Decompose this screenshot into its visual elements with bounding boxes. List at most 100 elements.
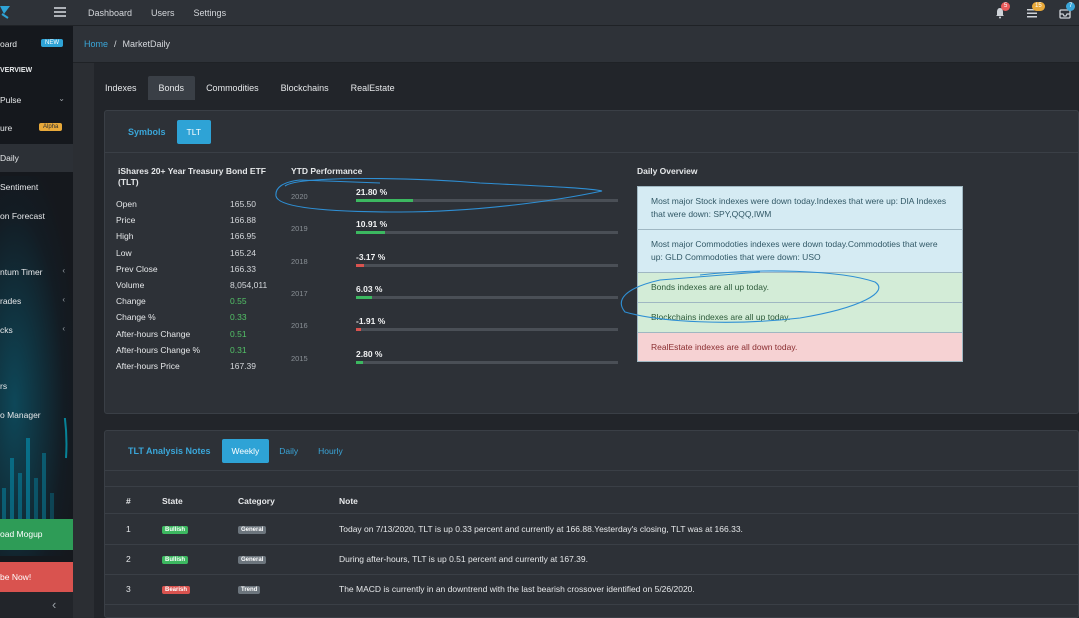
quote-row: Volume 8,054,011 bbox=[116, 280, 272, 296]
notes-table-header: # State Category Note bbox=[105, 486, 1079, 514]
breadcrumb-home[interactable]: Home bbox=[84, 39, 109, 49]
daily-overview-list: Most major Stock indexes were down today… bbox=[637, 186, 963, 362]
ytd-percent: 6.03 % bbox=[356, 283, 383, 294]
quote-value: 0.51 bbox=[230, 328, 247, 339]
sidebar-item-pulse[interactable]: Pulse ⌄ bbox=[0, 94, 65, 105]
quote-row: Change % 0.33 bbox=[116, 312, 272, 328]
tab-indexes[interactable]: Indexes bbox=[105, 83, 137, 93]
ytd-row: 2020 21.80 % bbox=[291, 187, 618, 207]
breadcrumb-current: MarketDaily bbox=[122, 39, 171, 49]
tab-daily[interactable]: Daily bbox=[279, 445, 299, 456]
quote-label: After-hours Change bbox=[116, 328, 191, 339]
top-bar: Dashboard Users Settings 5 15 7 bbox=[0, 0, 1079, 26]
category-badge: Trend bbox=[238, 586, 261, 594]
quote-row: Low 165.24 bbox=[116, 248, 272, 264]
sidebar-background-glow bbox=[0, 176, 73, 556]
quote-row: Prev Close 166.33 bbox=[116, 264, 272, 280]
asset-tabs: Indexes Bonds Commodities Blockchains Re… bbox=[94, 76, 406, 100]
quote-label: Prev Close bbox=[116, 263, 158, 274]
overview-alert-success: Blockchains indexes are all up today. bbox=[637, 303, 963, 333]
sidebar-item-portfolio-manager[interactable]: o Manager bbox=[0, 410, 41, 420]
sidebar-item-users[interactable]: rs bbox=[0, 381, 8, 391]
quote-value: 166.33 bbox=[230, 263, 256, 274]
quote-label: After-hours Price bbox=[116, 361, 180, 371]
ytd-progress-bar bbox=[356, 360, 364, 364]
overview-alert-info: Most major Stock indexes were down today… bbox=[637, 186, 963, 230]
state-badge: Bullish bbox=[162, 526, 189, 534]
tab-realestate[interactable]: RealEstate bbox=[350, 83, 395, 93]
table-row: 2 Bullish General During after-hours, TLT i… bbox=[105, 545, 1079, 575]
overview-alert-info: Most major Commodoties indexes were down… bbox=[637, 230, 963, 273]
category-badge: General bbox=[238, 526, 267, 534]
sidebar-item-dashboard[interactable]: oard NEW bbox=[0, 30, 73, 58]
ytd-percent: -1.91 % bbox=[356, 316, 386, 327]
tab-blockchains[interactable]: Blockchains bbox=[280, 83, 329, 93]
sidebar-item-trades[interactable]: rades ‹ bbox=[0, 295, 65, 306]
state-badge: Bearish bbox=[162, 586, 191, 594]
sidebar-item-sentiment[interactable]: Sentiment bbox=[0, 182, 39, 192]
sidebar-item-stocks[interactable]: cks ‹ bbox=[0, 324, 65, 335]
quote-row: Change 0.55 bbox=[116, 296, 272, 312]
ytd-progress-bar bbox=[356, 231, 385, 235]
hamburger-menu-icon[interactable] bbox=[54, 7, 66, 17]
quote-value: 8,054,011 bbox=[230, 280, 268, 290]
quote-value: 0.55 bbox=[230, 296, 247, 307]
download-app-button[interactable]: oad Mogup bbox=[0, 519, 73, 550]
quote-row: After-hours Change % 0.31 bbox=[116, 345, 272, 361]
col-category: Category bbox=[238, 496, 275, 506]
ytd-year: 2016 bbox=[291, 321, 308, 331]
quote-row: After-hours Change 0.51 bbox=[116, 329, 272, 345]
tab-hourly[interactable]: Hourly bbox=[318, 445, 343, 456]
quote-value: 0.33 bbox=[230, 312, 247, 323]
quote-value: 167.39 bbox=[230, 361, 256, 371]
ytd-progress-track bbox=[356, 231, 618, 235]
symbol-panel-header: Symbols TLT bbox=[105, 111, 1078, 153]
quote-title: iShares 20+ Year Treasury Bond ETF (TLT) bbox=[118, 166, 266, 187]
nav-settings[interactable]: Settings bbox=[193, 8, 227, 18]
sidebar-item-forecast[interactable]: on Forecast bbox=[0, 211, 45, 221]
ytd-progress-track bbox=[356, 199, 618, 202]
overview-alert-success: Bonds indexes are all up today. bbox=[637, 273, 963, 303]
note-text: During after-hours, TLT is up 0.51 perce… bbox=[339, 554, 589, 564]
quote-label: Change % bbox=[116, 312, 156, 323]
ytd-percent: 10.91 % bbox=[356, 219, 388, 230]
symbol-button-tlt[interactable]: TLT bbox=[176, 119, 211, 144]
chevron-down-icon: ⌄ bbox=[58, 94, 65, 103]
overview-alert-danger: RealEstate indexes are all down today. bbox=[637, 333, 963, 362]
note-text: Today on 7/13/2020, TLT is up 0.33 perce… bbox=[339, 524, 743, 534]
col-state: State bbox=[162, 496, 183, 506]
logo-icon[interactable] bbox=[0, 4, 12, 20]
ytd-year: 2018 bbox=[291, 256, 308, 266]
quote-row: High 166.95 bbox=[116, 231, 272, 247]
state-badge: Bullish bbox=[162, 556, 189, 564]
tab-bonds[interactable]: Bonds bbox=[147, 76, 196, 100]
tab-weekly[interactable]: Weekly bbox=[221, 438, 270, 463]
ytd-progress-track bbox=[356, 295, 618, 299]
ytd-row: 2018 -3.17 % bbox=[291, 252, 618, 272]
sidebar-item-daily[interactable]: Daily bbox=[0, 144, 73, 172]
ytd-row: 2017 6.03 % bbox=[291, 284, 618, 304]
row-number: 3 bbox=[126, 584, 131, 594]
ytd-year: 2019 bbox=[291, 224, 308, 234]
ytd-progress-track bbox=[356, 360, 618, 364]
sidebar-item-future[interactable]: ure Alpha bbox=[0, 114, 73, 142]
tab-commodities[interactable]: Commodities bbox=[206, 83, 259, 93]
quote-label: After-hours Change % bbox=[116, 344, 201, 355]
sidebar-item-momentum-timer[interactable]: ntum Timer ‹ bbox=[0, 266, 65, 277]
sidebar-collapse-button[interactable]: ‹ bbox=[0, 592, 73, 618]
ytd-year: 2015 bbox=[291, 353, 308, 363]
nav-dashboard[interactable]: Dashboard bbox=[88, 8, 133, 18]
chevron-left-icon: ‹ bbox=[62, 295, 65, 304]
quote-value: 165.50 bbox=[230, 199, 256, 209]
ytd-progress-bar bbox=[356, 199, 414, 202]
ytd-row: 2019 10.91 % bbox=[291, 219, 618, 239]
list-icon[interactable] bbox=[1026, 7, 1038, 19]
category-badge: General bbox=[238, 556, 267, 564]
quote-value: 166.88 bbox=[230, 215, 256, 226]
subscribe-button[interactable]: be Now! bbox=[0, 562, 73, 592]
nav-users[interactable]: Users bbox=[151, 8, 175, 18]
quote-row: After-hours Price 167.39 bbox=[116, 361, 272, 377]
quote-value: 0.31 bbox=[230, 344, 247, 355]
quote-label: High bbox=[116, 231, 134, 242]
inbox-icon[interactable] bbox=[1059, 7, 1071, 19]
